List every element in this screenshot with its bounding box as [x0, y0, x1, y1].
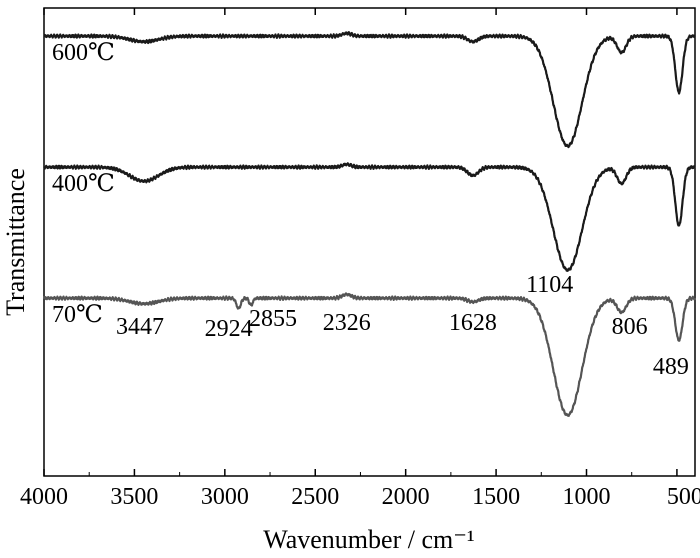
annotation-806: 806: [612, 314, 648, 340]
series-line-0: [43, 31, 696, 149]
series-label-0: 600℃: [52, 40, 115, 66]
annotation-2326: 2326: [323, 310, 371, 336]
series-line-2: [42, 292, 697, 417]
series-labels: 600℃ 400℃ 70℃: [52, 40, 115, 328]
x-tick-label-3000: 3000: [201, 484, 249, 510]
series-lines: [42, 31, 697, 417]
plot-frame: [43, 7, 696, 477]
series-label-2: 70℃: [52, 302, 103, 328]
x-axis-label: Wavenumber / cm⁻¹: [263, 525, 474, 554]
y-axis-label: Transmittance: [1, 168, 30, 316]
x-axis-tick-labels: 4000 3500 3000 2500 2000 1500 1000 500: [20, 484, 700, 510]
series-line-1: [43, 162, 696, 272]
annotation-1104: 1104: [526, 272, 573, 298]
x-tick-label-2000: 2000: [382, 484, 430, 510]
x-tick-label-3500: 3500: [110, 484, 158, 510]
annotation-1628: 1628: [449, 310, 497, 336]
x-tick-label-1500: 1500: [472, 484, 520, 510]
annotation-2855: 2855: [249, 306, 297, 332]
x-tick-label-4000: 4000: [20, 484, 68, 510]
x-axis-ticks: [43, 8, 678, 476]
x-tick-label-500: 500: [667, 484, 700, 510]
annotation-2924: 2924: [205, 316, 253, 342]
x-tick-label-1000: 1000: [563, 484, 611, 510]
annotation-489: 489: [653, 354, 689, 380]
x-tick-label-2500: 2500: [291, 484, 339, 510]
annotation-3447: 3447: [116, 314, 164, 340]
series-label-1: 400℃: [52, 171, 115, 197]
